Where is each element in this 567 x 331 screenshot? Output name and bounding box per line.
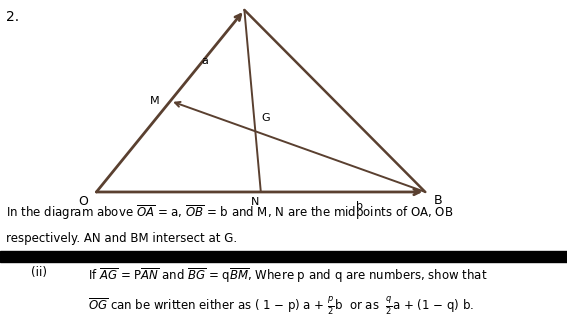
Text: 2.: 2. <box>6 10 19 24</box>
Text: a: a <box>201 56 208 66</box>
Text: b: b <box>356 201 363 211</box>
Text: N: N <box>251 197 259 207</box>
Bar <box>0 251 567 262</box>
Text: If $\overline{AG}$ = P$\overline{AN}$ and $\overline{BG}$ = q$\overline{BM}$, Wh: If $\overline{AG}$ = P$\overline{AN}$ an… <box>88 266 487 285</box>
Text: G: G <box>261 113 270 123</box>
Text: B: B <box>434 194 442 207</box>
Text: A: A <box>240 0 248 3</box>
Text: respectively. AN and BM intersect at G.: respectively. AN and BM intersect at G. <box>6 232 237 245</box>
Text: O: O <box>78 195 88 208</box>
Text: M: M <box>150 96 159 106</box>
Text: (ii): (ii) <box>31 266 47 279</box>
Text: $\overline{OG}$ can be written either as ( 1 − p) a + $\frac{p}{2}$b  or as  $\f: $\overline{OG}$ can be written either as… <box>88 296 474 317</box>
Text: In the diagram above $\overline{OA}$ = a, $\overline{OB}$ = b and M, N are the m: In the diagram above $\overline{OA}$ = a… <box>6 204 453 222</box>
